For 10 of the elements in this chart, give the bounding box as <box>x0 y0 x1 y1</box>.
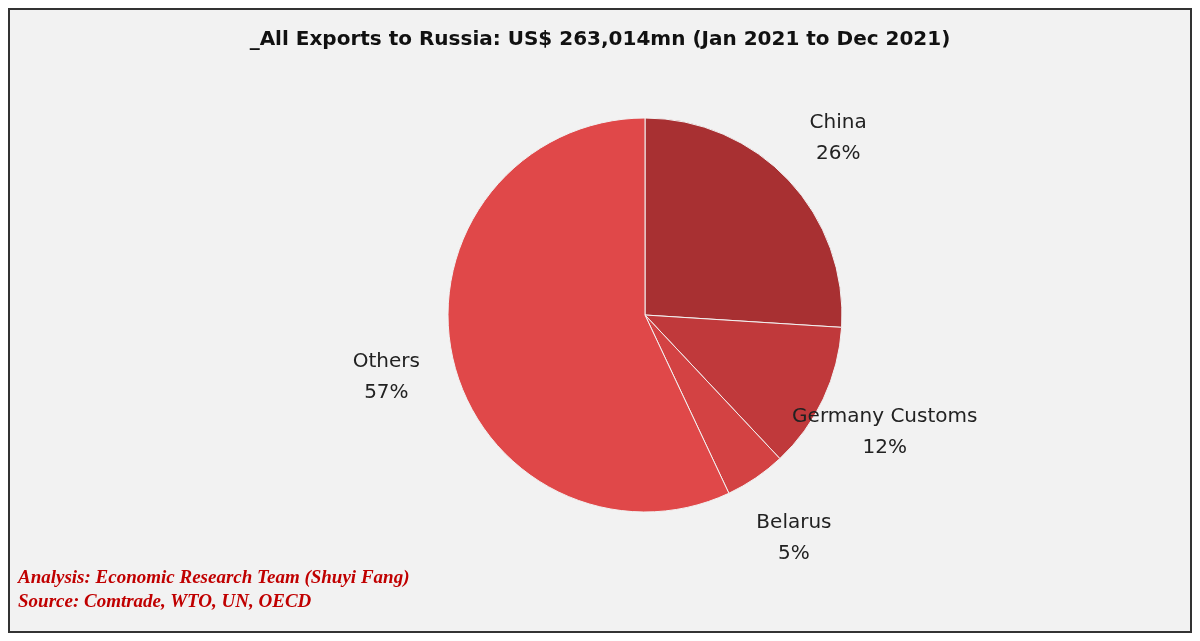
text: Analysis: Economic Research Team (Shuyi Fang) <box>18 565 410 589</box>
slice-label: Belarus <box>756 509 832 534</box>
data-label: 57% <box>364 378 409 403</box>
slice-label: Others <box>352 347 420 372</box>
data-label: 5% <box>778 540 810 565</box>
chart-title: _All Exports to Russia: US$ 263,014mn (Jan 2021 to Dec 2021) <box>248 26 952 50</box>
data-label: 26% <box>815 139 861 164</box>
data-label: 12% <box>862 433 908 458</box>
source-note: Source: Comtrade, WTO, UN, OECD <box>18 589 313 613</box>
slice-label: China <box>809 108 867 133</box>
